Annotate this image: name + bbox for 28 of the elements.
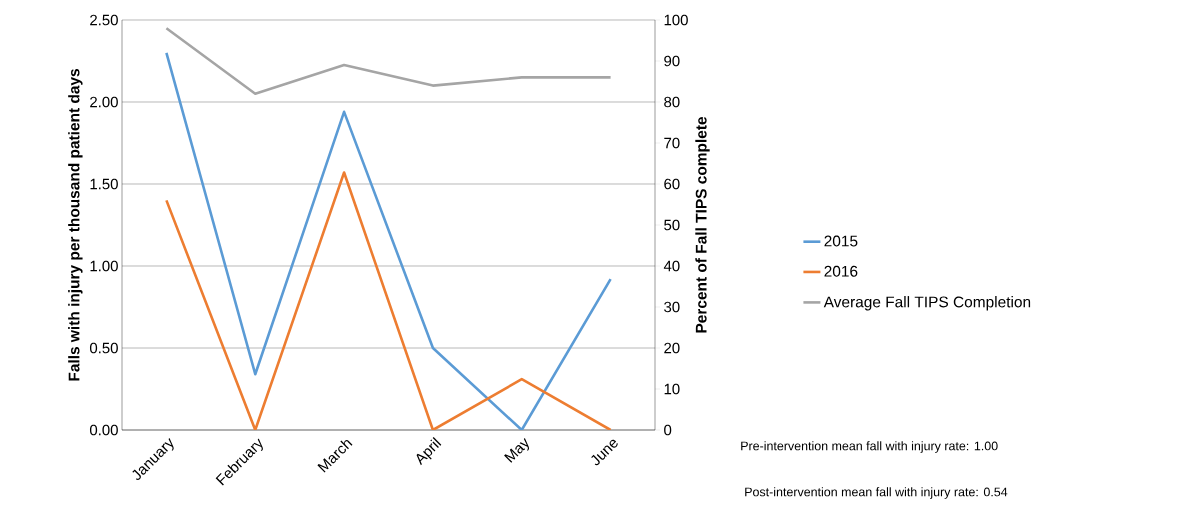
y2-tick-label: 50: [664, 219, 680, 231]
y-axis-title: Falls with injury per thousand patient days: [68, 69, 83, 381]
text: Pre-intervention mean fall with injury rate: 1.00: [741, 441, 998, 453]
y2-tick-label: 0: [664, 424, 672, 436]
x-tick-label: May: [504, 438, 530, 463]
y2-tick-label: 30: [664, 301, 680, 313]
text: Post-intervention mean fall with injury rate: 0.54: [745, 487, 1008, 499]
y-tick-label: 1.50: [90, 178, 118, 190]
y-tick-label: 2.50: [90, 14, 118, 26]
y2-tick-label: 100: [664, 14, 688, 26]
legend-label: 2016: [824, 265, 858, 277]
legend-label: Average Fall TIPS Completion: [823, 296, 1031, 311]
y2-tick-label: 20: [664, 342, 680, 354]
y-tick-label: 0.50: [89, 342, 118, 354]
y-tick-label: 2.00: [90, 96, 118, 108]
y2-tick-label: 70: [664, 137, 680, 149]
y2-tick-label: 80: [664, 96, 680, 108]
line-series: [165, 26, 612, 96]
y2-tick-label: 60: [664, 178, 680, 190]
y2-tick-label: 40: [663, 260, 680, 272]
legend-label: 2015: [824, 235, 858, 247]
y2-axis-title: Percent of Fall TIPS complete: [695, 116, 710, 333]
y-tick-label: 1.00: [90, 260, 118, 272]
line-series: [165, 171, 612, 430]
y2-tick-label: 90: [664, 55, 680, 67]
y-tick-label: 0.00: [89, 424, 118, 436]
y2-tick-label: 10: [664, 383, 680, 395]
line-series: [165, 51, 612, 430]
